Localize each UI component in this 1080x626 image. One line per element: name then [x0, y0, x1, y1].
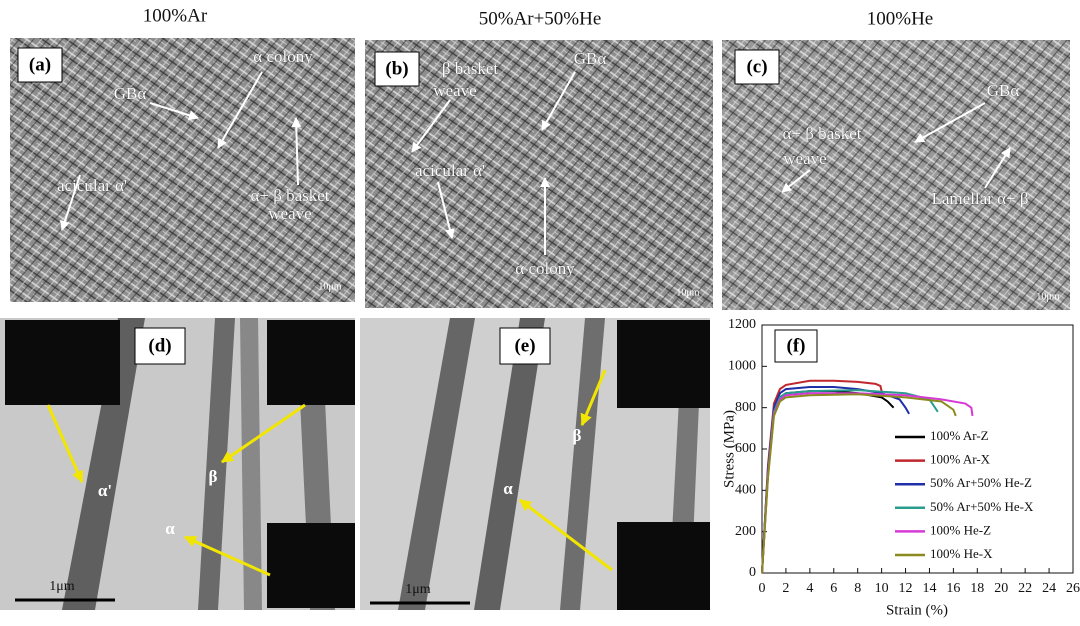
y-tick-label: 0 [749, 565, 756, 580]
panel-header: 100%He [867, 8, 933, 29]
panel-label: (d) [148, 335, 171, 356]
scale-bar: 1μm [49, 579, 75, 594]
annotation: α' [98, 481, 112, 500]
x-tick-label: 20 [994, 581, 1008, 596]
legend-label: 100% Ar-X [930, 452, 991, 467]
annotation: α colony [515, 259, 575, 278]
annotation: GBα [574, 49, 607, 68]
micrograph-c: (c) α+ β basket weave GBα Lamellar α+ β … [722, 40, 1070, 310]
annotation: α [503, 479, 513, 498]
x-tick-label: 12 [899, 581, 913, 596]
series-line [761, 393, 957, 574]
panel-label: (e) [514, 335, 535, 356]
y-tick-label: 400 [735, 483, 756, 498]
x-tick-label: 10 [875, 581, 889, 596]
legend-label: 50% Ar+50% He-X [930, 499, 1034, 514]
panel-label: (a) [29, 54, 51, 75]
scale-bar: 1μm [405, 582, 431, 597]
annotation: β [573, 426, 582, 445]
x-tick-label: 22 [1018, 581, 1032, 596]
panel-label: (b) [385, 58, 408, 79]
annotation: weave [433, 81, 476, 100]
scale-bar: 10μm [676, 287, 699, 298]
x-tick-label: 2 [782, 581, 789, 596]
annotation: GBα [114, 84, 147, 103]
x-tick-label: 0 [759, 581, 766, 596]
legend-label: 50% Ar+50% He-Z [930, 475, 1032, 490]
micrograph-d: (d) α' β α 1μm [0, 318, 355, 610]
annotation: GBα [987, 81, 1020, 100]
y-tick-label: 200 [735, 524, 756, 539]
x-tick-label: 26 [1066, 581, 1080, 596]
y-tick-label: 600 [735, 441, 756, 456]
scale-bar: 10μm [1036, 291, 1059, 302]
x-tick-label: 6 [830, 581, 837, 596]
micrograph-b: (b) β basket weave GBα acicular α' α col… [365, 40, 713, 308]
annotation: Lamellar α+ β [932, 189, 1029, 208]
legend-label: 100% Ar-Z [930, 428, 989, 443]
x-tick-label: 8 [854, 581, 861, 596]
panel-label: (c) [746, 56, 767, 77]
panel-header: 100%Ar [143, 5, 208, 26]
legend-label: 100% He-Z [930, 522, 991, 537]
annotation: weave [783, 149, 826, 168]
x-tick-label: 4 [806, 581, 813, 596]
panel-label: (f) [787, 335, 806, 356]
micrograph-e: (e) β α 1μm [360, 318, 710, 610]
y-axis-title: Stress (MPa) [721, 410, 737, 488]
x-tick-label: 14 [922, 581, 936, 596]
annotation: acicular α' [415, 161, 485, 180]
y-tick-label: 800 [735, 400, 756, 415]
panel-label-box [774, 329, 818, 363]
y-tick-label: 1000 [728, 359, 756, 374]
x-tick-label: 24 [1042, 581, 1056, 596]
annotation: α colony [253, 47, 313, 66]
annotation: acicular α' [57, 176, 127, 195]
x-tick-label: 18 [970, 581, 984, 596]
annotation: β basket [442, 59, 499, 78]
micrograph-a: (a) α colony GBα acicular α' α+ β basket… [10, 38, 355, 302]
x-axis-title: Strain (%) [886, 602, 948, 618]
annotation: weave [268, 204, 311, 223]
scale-bar: 10μm [318, 281, 341, 292]
stress-strain-chart: (f) Strain (%) Stress (MPa) 0 2 4 6 8 10 12 14 1… [721, 317, 1080, 618]
annotation: α [165, 519, 175, 538]
annotation: α+ β basket [782, 124, 861, 143]
y-tick-label: 1200 [728, 317, 756, 332]
annotation: β [209, 467, 218, 486]
panel-header: 50%Ar+50%He [479, 8, 602, 29]
annotation: α+ β basket [250, 186, 329, 205]
legend-label: 100% He-X [930, 546, 993, 561]
x-tick-label: 16 [946, 581, 960, 596]
